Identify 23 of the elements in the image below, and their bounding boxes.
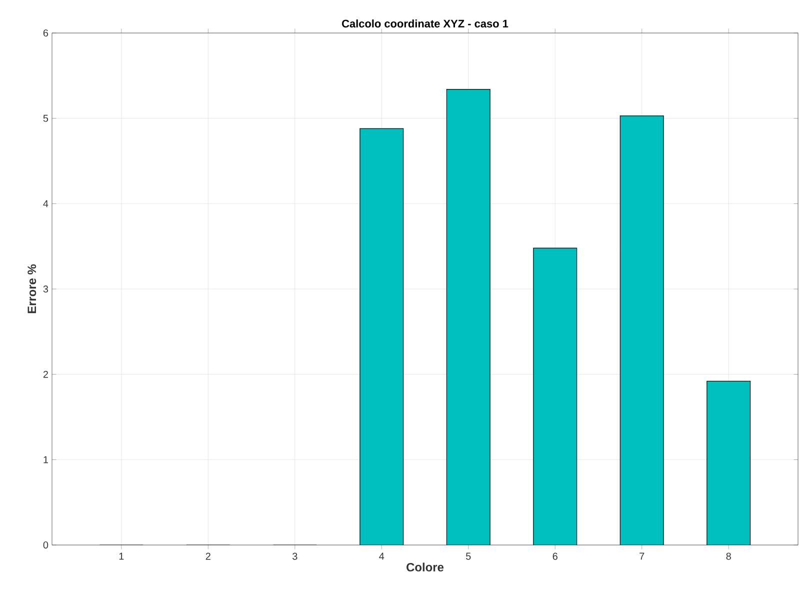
y-tick-label: 5 (43, 114, 48, 122)
x-tick-label: 1 (119, 552, 124, 560)
x-tick-label: 4 (379, 552, 384, 560)
y-tick-label: 0 (43, 541, 48, 549)
y-tick-label: 1 (44, 456, 48, 464)
x-tick-label: 8 (726, 552, 731, 560)
chart-title: Calcolo coordinate XYZ - caso 1 (342, 19, 508, 28)
y-tick-label: 3 (43, 285, 48, 293)
y-tick-label: 6 (43, 29, 48, 37)
y-tick-label: 4 (43, 200, 48, 208)
bar (706, 380, 751, 545)
bar (360, 128, 404, 545)
x-tick-label: 7 (640, 552, 644, 560)
y-axis-title: Errore % (28, 264, 36, 314)
bar (533, 248, 578, 545)
x-tick-label: 3 (292, 552, 298, 560)
bar (620, 115, 664, 545)
x-axis-title: Colore (406, 562, 444, 572)
x-tick-label: 6 (552, 552, 558, 560)
x-tick-label: 5 (466, 552, 471, 560)
x-tick-label: 2 (206, 552, 210, 560)
y-tick-label: 2 (43, 370, 48, 378)
bar (446, 89, 490, 545)
